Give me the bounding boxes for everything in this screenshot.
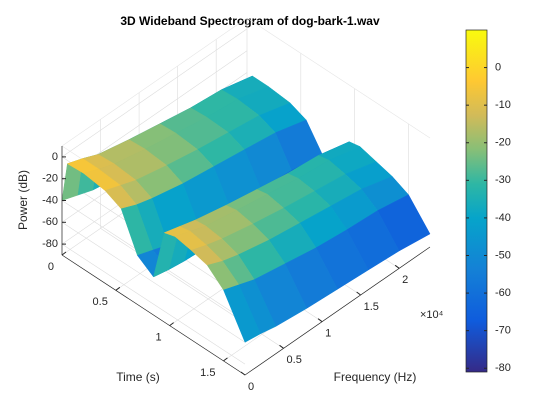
z-tick-label: -40 [42, 194, 58, 206]
y-tick [115, 286, 121, 291]
y-tick-label: 1.5 [200, 367, 215, 379]
y-axis-label: Time (s) [116, 370, 160, 384]
colorbar-tick-label: -70 [495, 325, 511, 337]
colorbar-tick-label: -20 [495, 137, 511, 149]
z-tick-label: 0 [52, 151, 58, 163]
grid-line [61, 243, 246, 365]
colorbar-tick-label: -10 [495, 99, 511, 111]
x-axis-exponent: ×10⁴ [420, 309, 444, 321]
surface-patch [223, 284, 261, 343]
y-tick [223, 357, 228, 362]
surface [61, 75, 431, 343]
colorbar-tick-label: -60 [495, 287, 511, 299]
box-edge [246, 17, 431, 139]
colorbar-tick-label: -30 [495, 174, 511, 186]
y-tick-label: 0 [48, 261, 54, 273]
x-tick-label: 1.5 [364, 301, 379, 313]
colorbar-tick-label: -50 [495, 249, 511, 261]
x-tick-label: 1 [325, 328, 331, 340]
x-tick-label: 0.5 [287, 354, 302, 366]
z-tick-label: -20 [42, 173, 58, 185]
y-tick [61, 251, 67, 256]
axes: 0 -20 -40 -60 -80 0 0.5 1 1.5 2 0 0.5 1 1.5 [42, 146, 431, 393]
colorbar-tick-label: -40 [495, 212, 511, 224]
colorbar-tick-label: -80 [495, 362, 511, 374]
colorbar-gradient [465, 29, 488, 373]
x-tick [279, 344, 284, 349]
x-tick [240, 371, 246, 376]
x-tick [317, 318, 323, 323]
y-tick [169, 322, 174, 326]
x-tick-label: 0 [248, 381, 254, 393]
x-tick [394, 264, 400, 269]
z-tick-label: -80 [42, 238, 58, 250]
x-tick-label: 2 [402, 274, 408, 286]
z-axis-label: Power (dB) [16, 170, 30, 230]
chart-title: 3D Wideband Spectrogram of dog-bark-1.wa… [120, 14, 380, 28]
colorbar: 0 -10 -20 -30 -40 -50 -60 -70 -80 [465, 29, 511, 374]
box-edge [61, 17, 248, 147]
x-tick [356, 291, 361, 296]
y-tick-label: 1 [156, 331, 162, 343]
x-axis-label: Frequency (Hz) [334, 370, 417, 384]
colorbar-tick-label: 0 [495, 61, 501, 73]
z-tick-label: -60 [42, 216, 58, 228]
y-tick-label: 0.5 [93, 296, 108, 308]
grid-line [61, 222, 246, 343]
